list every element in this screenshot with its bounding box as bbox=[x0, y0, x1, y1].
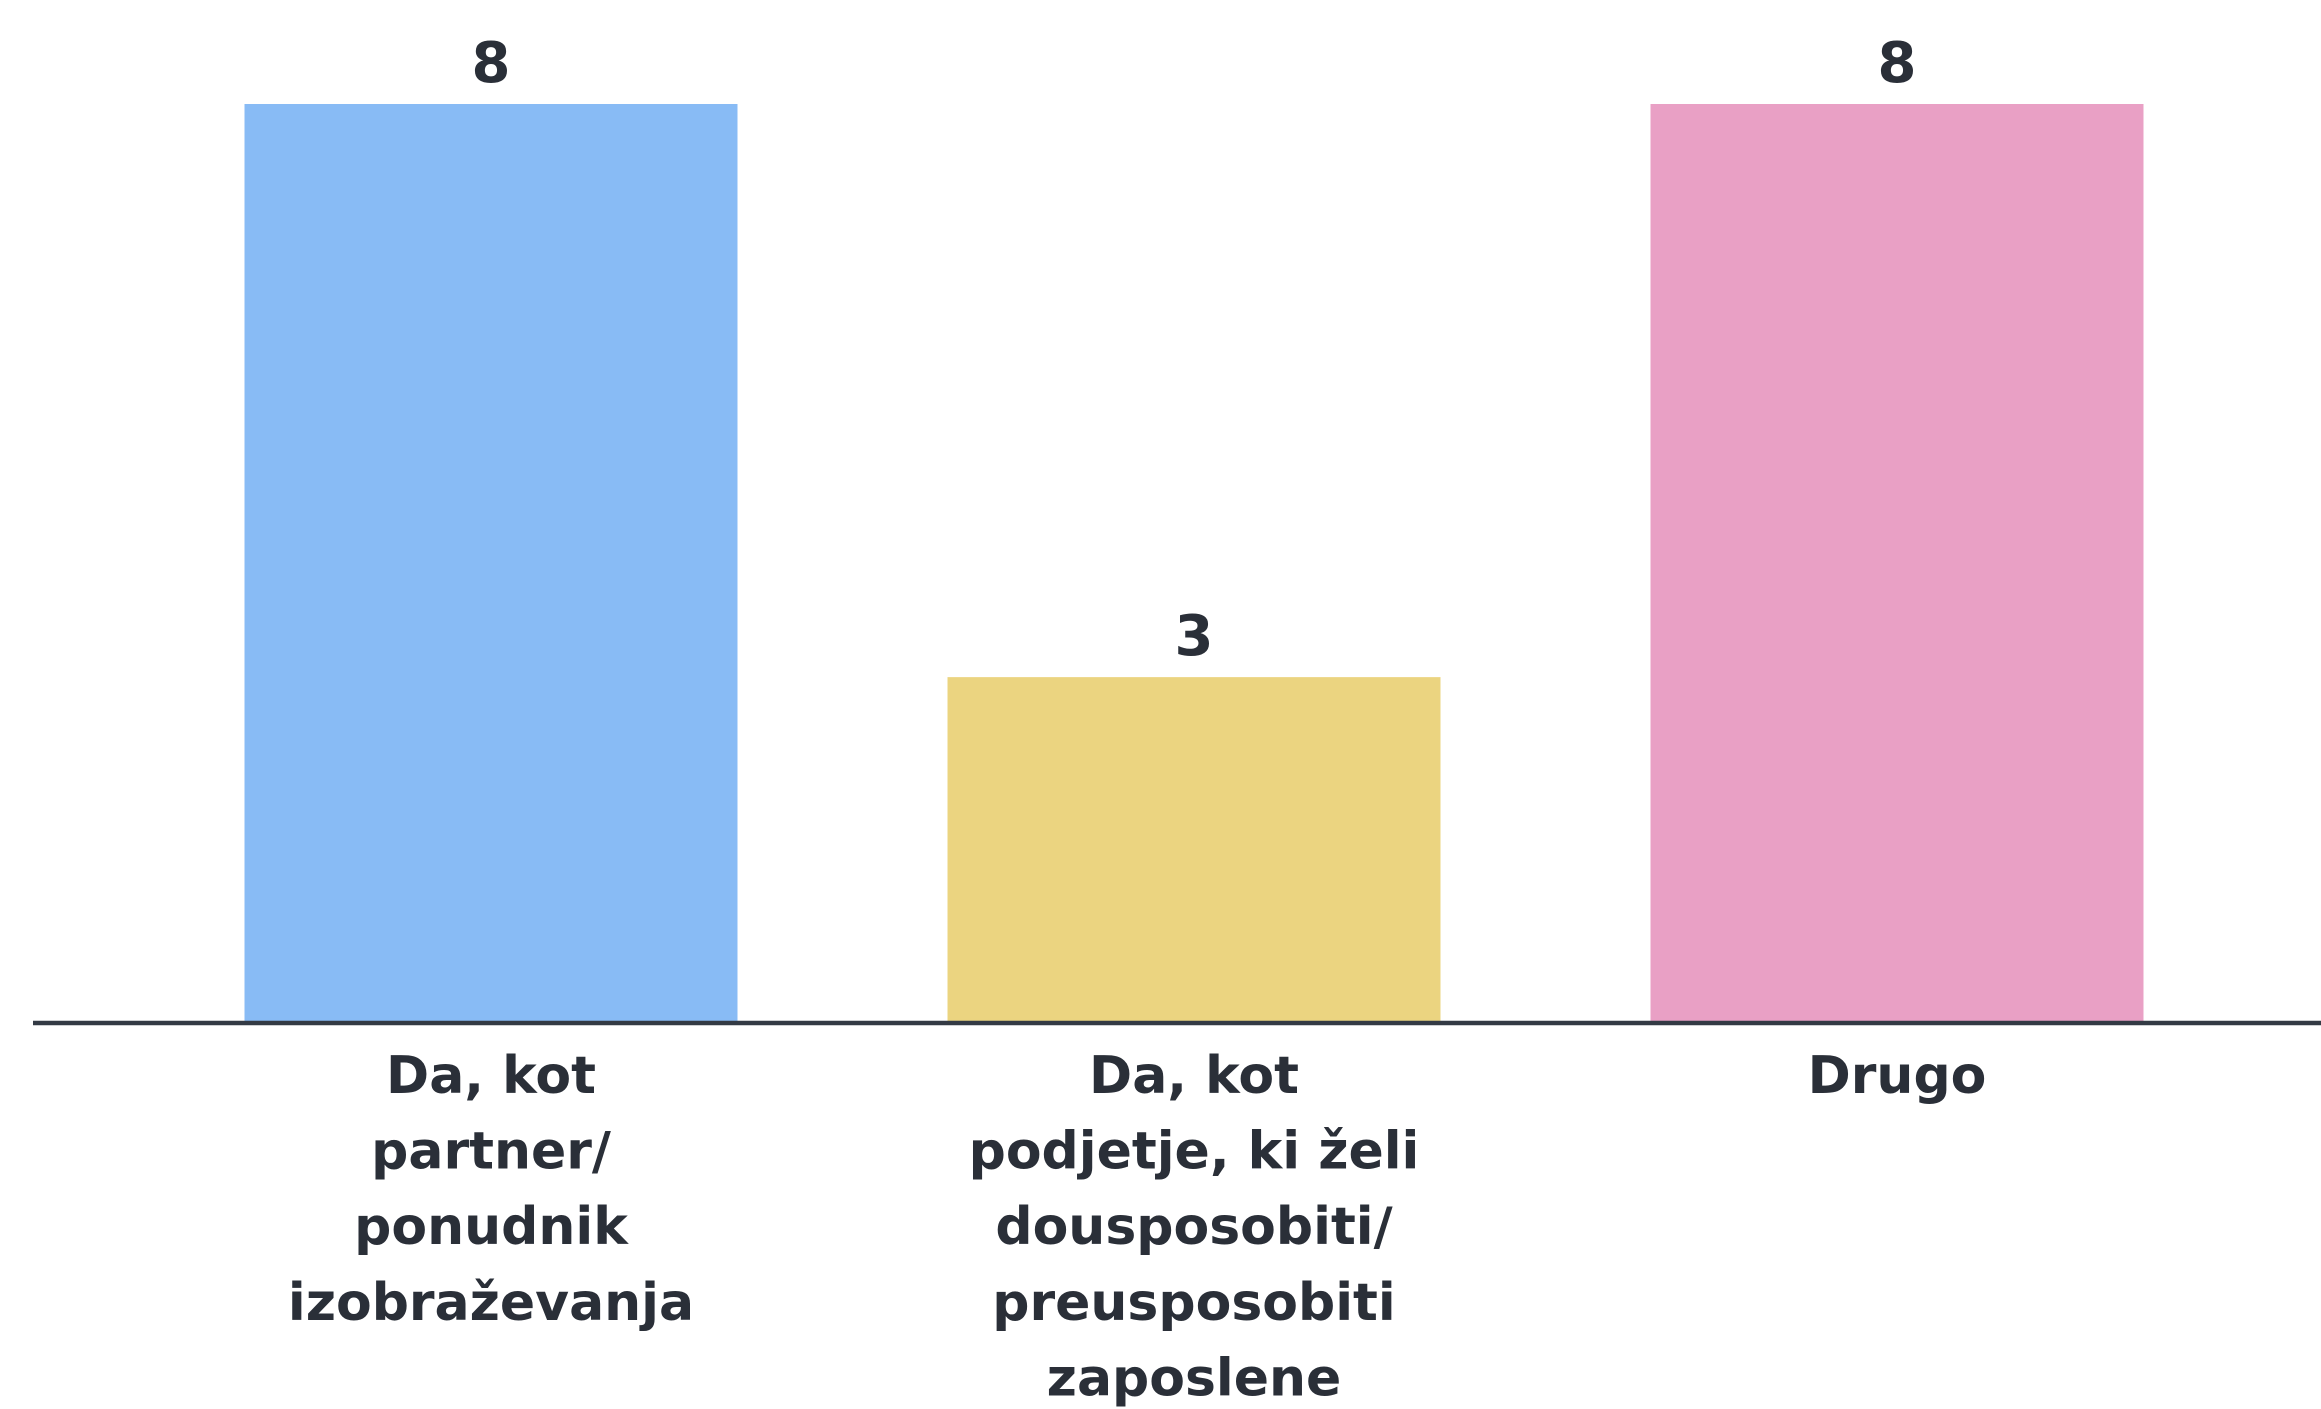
x-tick-label-line: Da, kot bbox=[1089, 1046, 1299, 1106]
value-label: 3 bbox=[1175, 604, 1214, 669]
x-tick-label: Da, kot partner/ponudnik izobraževanja bbox=[288, 1046, 694, 1333]
x-tick-label-line: podjetje, ki želi bbox=[969, 1122, 1420, 1182]
x-tick-label-line: Drugo bbox=[1808, 1046, 1987, 1106]
bar bbox=[1650, 104, 2144, 1021]
x-tick-label-line: preusposobiti bbox=[992, 1273, 1395, 1333]
x-tick-label-line: partner/ bbox=[371, 1122, 611, 1182]
x-tick-label: Da, kot podjetje, ki želi dousposobiti/pre… bbox=[969, 1046, 1420, 1408]
bar bbox=[947, 677, 1441, 1021]
value-label: 8 bbox=[1878, 31, 1917, 96]
x-tick-label-line: zaposlene bbox=[1047, 1348, 1342, 1408]
x-tick-label-line: dousposobiti/ bbox=[995, 1197, 1392, 1257]
x-tick-label-line: ponudnik bbox=[354, 1197, 629, 1257]
value-label: 8 bbox=[472, 31, 511, 96]
bar bbox=[244, 104, 738, 1021]
x-tick-label-line: izobraževanja bbox=[288, 1273, 694, 1333]
x-tick-label-line: Da, kot bbox=[386, 1046, 596, 1106]
x-tick-label: Drugo bbox=[1808, 1046, 1987, 1106]
